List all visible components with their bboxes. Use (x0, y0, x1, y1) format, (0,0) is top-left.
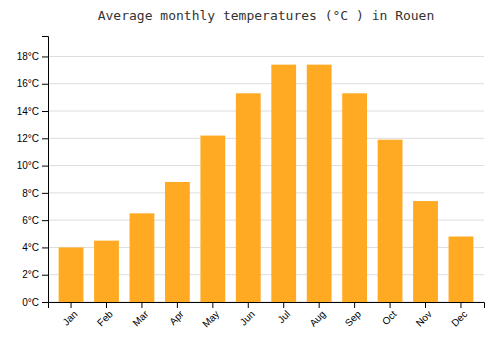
tick-mark (106, 302, 107, 308)
grid-line (48, 192, 484, 193)
grid (48, 56, 484, 302)
tick-label: May (200, 308, 221, 329)
tick-label: Jul (275, 308, 292, 325)
tick-mark (212, 302, 213, 308)
tick: 12°C (17, 133, 48, 144)
plot: 0°C 2°C 4°C 6°C 8°C 10°C 12°C 14°C 16°C 18°C Jan Fe… (17, 37, 485, 330)
tick-mark (42, 193, 48, 194)
tick-label: Oct (380, 308, 399, 327)
x-axis: Jan Feb Mar Apr May Jun Jul Aug Sep Oct Nov Dec (49, 302, 485, 330)
tick-mark (42, 84, 48, 85)
chart-container: 0°C 2°C 4°C 6°C 8°C 10°C 12°C 14°C 16°C 18°C Jan Fe… (0, 0, 500, 350)
axis-line (42, 37, 49, 303)
tick: Jan (60, 302, 79, 328)
tick: 0°C (22, 297, 48, 308)
tick-mark (42, 302, 48, 303)
bar (307, 65, 332, 302)
bar (236, 93, 261, 302)
tick: 6°C (22, 215, 48, 226)
grid-line (48, 138, 484, 139)
tick: May (200, 302, 221, 330)
bars (59, 65, 474, 302)
tick: 14°C (17, 106, 48, 117)
tick-mark (42, 56, 48, 57)
tick: Aug (307, 302, 327, 329)
bar (130, 213, 155, 302)
bar (413, 201, 438, 302)
tick-label: 2°C (22, 269, 39, 280)
tick-mark (42, 247, 48, 248)
tick-mark (460, 302, 461, 308)
tick-label: Mar (130, 308, 150, 328)
tick: Sep (343, 302, 364, 329)
tick: Oct (380, 302, 399, 327)
tick-label: 0°C (22, 297, 39, 308)
bar (165, 182, 190, 302)
tick-label: 14°C (17, 106, 39, 117)
tick: 2°C (22, 269, 48, 280)
tick-mark (42, 275, 48, 276)
tick-label: Aug (307, 308, 327, 328)
tick-mark (248, 302, 249, 308)
axis-line (49, 303, 485, 309)
tick: Mar (130, 302, 150, 328)
tick-label: 12°C (17, 133, 39, 144)
tick: Dec (449, 302, 469, 329)
tick-label: 8°C (22, 188, 39, 199)
tick: Nov (414, 302, 434, 329)
bar (59, 247, 84, 302)
y-axis: 0°C 2°C 4°C 6°C 8°C 10°C 12°C 14°C 16°C 18°C (17, 37, 49, 308)
grid-line (48, 165, 484, 166)
tick-mark (390, 302, 391, 308)
tick: 4°C (22, 242, 48, 253)
tick-label: 10°C (17, 160, 39, 171)
tick: 16°C (17, 78, 48, 89)
bar (94, 241, 119, 302)
tick-mark (71, 302, 72, 308)
tick-mark (141, 302, 142, 308)
tick-label: 4°C (22, 242, 39, 253)
tick: Apr (167, 302, 186, 327)
bar (378, 140, 403, 302)
tick-label: 16°C (17, 78, 39, 89)
tick-label: 18°C (17, 51, 39, 62)
tick-label: Dec (449, 308, 469, 328)
chart: 0°C 2°C 4°C 6°C 8°C 10°C 12°C 14°C 16°C 18°C Jan Fe… (0, 0, 500, 350)
tick-mark (354, 302, 355, 308)
bar (449, 237, 474, 302)
tick: 18°C (17, 51, 48, 62)
grid-line (48, 56, 484, 57)
tick-mark (177, 302, 178, 308)
tick-label: Jan (60, 308, 79, 327)
tick-mark (42, 220, 48, 221)
title: Average monthly temperatures (°C ) in Ro… (98, 8, 435, 23)
tick-mark (319, 302, 320, 308)
grid-line (48, 83, 484, 84)
tick-label: Feb (95, 308, 115, 328)
tick-mark (425, 302, 426, 308)
grid-line (48, 111, 484, 112)
tick-mark (42, 166, 48, 167)
tick-mark (283, 302, 284, 308)
bar (200, 136, 225, 302)
tick-label: 6°C (22, 215, 39, 226)
tick-label: Apr (167, 308, 186, 327)
tick: Jul (275, 302, 292, 325)
tick: Jun (238, 302, 257, 328)
tick: 8°C (22, 188, 48, 199)
tick-mark (42, 111, 48, 112)
bar (342, 93, 367, 302)
tick: Feb (95, 302, 115, 328)
bar (271, 65, 296, 302)
tick-label: Sep (343, 308, 364, 329)
tick: 10°C (17, 160, 48, 171)
tick-label: Nov (414, 308, 434, 328)
tick-mark (42, 138, 48, 139)
tick-label: Jun (238, 308, 257, 327)
